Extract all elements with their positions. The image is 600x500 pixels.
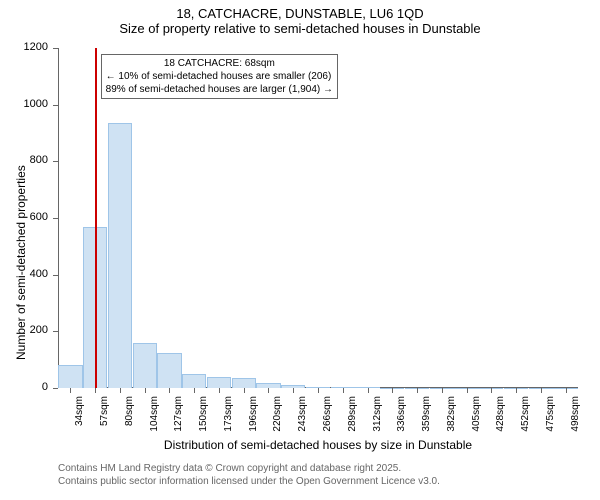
x-tick-mark (566, 388, 567, 393)
x-tick-mark (169, 388, 170, 393)
x-tick-mark (120, 388, 121, 393)
x-tick-mark (318, 388, 319, 393)
x-tick-mark (417, 388, 418, 393)
x-tick-mark (293, 388, 294, 393)
y-tick-label: 400 (0, 268, 48, 280)
x-tick-label: 80sqm (124, 396, 135, 436)
x-axis-label: Distribution of semi-detached houses by … (58, 438, 578, 452)
x-tick-label: 243sqm (297, 396, 308, 436)
y-tick-mark (53, 161, 58, 162)
x-tick-mark (343, 388, 344, 393)
y-tick-mark (53, 105, 58, 106)
footer-line1: Contains HM Land Registry data © Crown c… (58, 462, 440, 475)
y-tick-label: 800 (0, 154, 48, 166)
x-tick-label: 289sqm (347, 396, 358, 436)
footer-text: Contains HM Land Registry data © Crown c… (58, 462, 440, 488)
x-tick-mark (244, 388, 245, 393)
annotation-line: 18 CATCHACRE: 68sqm (106, 57, 333, 70)
x-tick-label: 104sqm (149, 396, 160, 436)
x-tick-label: 452sqm (520, 396, 531, 436)
y-tick-mark (53, 218, 58, 219)
x-tick-mark (516, 388, 517, 393)
histogram-bar (58, 365, 82, 388)
x-tick-label: 34sqm (74, 396, 85, 436)
histogram-bar (133, 343, 157, 388)
x-tick-mark (368, 388, 369, 393)
histogram-bar (182, 374, 206, 388)
y-tick-mark (53, 275, 58, 276)
x-tick-label: 475sqm (545, 396, 556, 436)
x-tick-label: 498sqm (570, 396, 581, 436)
footer-line2: Contains public sector information licen… (58, 475, 440, 488)
x-tick-label: 150sqm (198, 396, 209, 436)
histogram-bar (232, 378, 256, 388)
y-tick-label: 0 (0, 381, 48, 393)
x-tick-label: 57sqm (99, 396, 110, 436)
y-tick-mark (53, 388, 58, 389)
histogram-bar (157, 353, 181, 388)
x-tick-label: 405sqm (471, 396, 482, 436)
y-tick-label: 1200 (0, 41, 48, 53)
x-tick-mark (541, 388, 542, 393)
x-tick-label: 173sqm (223, 396, 234, 436)
x-tick-label: 127sqm (173, 396, 184, 436)
x-tick-mark (145, 388, 146, 393)
x-tick-label: 359sqm (421, 396, 432, 436)
plot-area (58, 48, 578, 388)
annotation-line: ← 10% of semi-detached houses are smalle… (106, 70, 333, 83)
x-tick-mark (491, 388, 492, 393)
y-tick-mark (53, 48, 58, 49)
chart-title: 18, CATCHACRE, DUNSTABLE, LU6 1QD (0, 0, 600, 21)
histogram-bar (207, 377, 231, 388)
chart-container: 18, CATCHACRE, DUNSTABLE, LU6 1QD Size o… (0, 0, 600, 500)
x-tick-label: 336sqm (396, 396, 407, 436)
chart-subtitle: Size of property relative to semi-detach… (0, 21, 600, 36)
x-tick-mark (268, 388, 269, 393)
reference-line (95, 48, 97, 388)
x-tick-mark (392, 388, 393, 393)
histogram-bar (108, 123, 132, 388)
y-tick-label: 600 (0, 211, 48, 223)
x-tick-mark (219, 388, 220, 393)
annotation-box: 18 CATCHACRE: 68sqm← 10% of semi-detache… (101, 54, 338, 99)
x-tick-mark (95, 388, 96, 393)
x-tick-label: 428sqm (495, 396, 506, 436)
x-tick-mark (194, 388, 195, 393)
y-tick-label: 200 (0, 324, 48, 336)
x-tick-mark (442, 388, 443, 393)
annotation-line: 89% of semi-detached houses are larger (… (106, 83, 333, 96)
x-tick-label: 382sqm (446, 396, 457, 436)
x-tick-mark (467, 388, 468, 393)
x-tick-mark (70, 388, 71, 393)
x-tick-label: 312sqm (372, 396, 383, 436)
y-tick-label: 1000 (0, 98, 48, 110)
x-tick-label: 266sqm (322, 396, 333, 436)
x-tick-label: 196sqm (248, 396, 259, 436)
x-tick-label: 220sqm (272, 396, 283, 436)
y-tick-mark (53, 331, 58, 332)
